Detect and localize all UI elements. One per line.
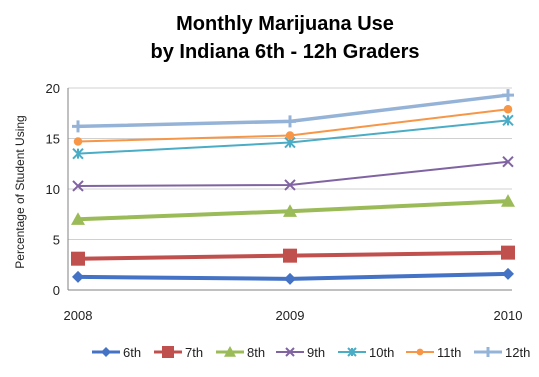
legend-label-6th: 6th bbox=[123, 345, 141, 360]
y-tick-label: 10 bbox=[46, 182, 60, 197]
x-tick-label: 2010 bbox=[494, 308, 523, 323]
data-point-6th-2008 bbox=[72, 270, 84, 283]
chart-title-line-2: by Indiana 6th - 12h Graders bbox=[151, 41, 420, 63]
legend-marker-11th bbox=[416, 348, 424, 356]
data-point-10th-2010 bbox=[502, 114, 514, 127]
legend-label-7th: 7th bbox=[185, 345, 203, 360]
data-point-7th-2009 bbox=[283, 248, 297, 263]
data-point-11th-2009 bbox=[285, 131, 295, 140]
legend-item-10th: 10th bbox=[338, 345, 394, 360]
axis-layer: 0 5 10 15 20 2008 2009 2010 bbox=[46, 81, 523, 323]
legend-label-12th: 12th bbox=[505, 345, 530, 360]
legend-marker-7th bbox=[162, 346, 174, 358]
series-10th bbox=[72, 114, 514, 160]
series-7th bbox=[71, 245, 515, 266]
series-12th bbox=[72, 89, 514, 133]
legend-item-8th: 8th bbox=[216, 345, 265, 360]
data-point-6th-2009 bbox=[284, 272, 296, 285]
data-point-8th-2008 bbox=[71, 212, 85, 225]
legend-item-9th: 9th bbox=[276, 345, 325, 360]
y-tick-label: 5 bbox=[53, 233, 60, 248]
data-point-9th-2008 bbox=[72, 180, 84, 192]
x-tick-label: 2008 bbox=[64, 308, 93, 323]
legend-item-6th: 6th bbox=[92, 345, 141, 360]
x-tick-label: 2009 bbox=[276, 308, 305, 323]
y-tick-label: 15 bbox=[46, 132, 60, 147]
data-point-10th-2008 bbox=[72, 147, 84, 160]
data-point-8th-2010 bbox=[501, 194, 515, 207]
legend-label-11th: 11th bbox=[437, 345, 461, 360]
data-point-12th-2008 bbox=[72, 120, 84, 133]
series-6th bbox=[72, 267, 514, 285]
data-point-11th-2010 bbox=[503, 104, 513, 114]
data-point-11th-2008 bbox=[73, 137, 83, 146]
y-tick-label: 20 bbox=[46, 81, 60, 96]
legend: 6th 7th 8th 9th 10th 11th 12th bbox=[92, 345, 530, 360]
series-layer bbox=[71, 89, 515, 285]
legend-label-10th: 10th bbox=[369, 345, 394, 360]
y-axis-title: Percentage of Student Using bbox=[13, 115, 27, 268]
chart-title-line-1: Monthly Marijuana Use bbox=[176, 13, 394, 35]
legend-marker-10th bbox=[347, 347, 357, 357]
legend-marker-6th bbox=[101, 347, 111, 357]
data-point-8th-2009 bbox=[283, 204, 297, 217]
data-point-12th-2009 bbox=[284, 115, 296, 128]
data-point-9th-2010 bbox=[502, 156, 514, 168]
legend-marker-12th bbox=[483, 347, 493, 357]
series-8th bbox=[71, 194, 515, 225]
legend-item-12th: 12th bbox=[474, 345, 530, 360]
data-point-9th-2009 bbox=[284, 179, 296, 191]
legend-item-11th: 11th bbox=[406, 345, 461, 360]
legend-marker-8th bbox=[224, 346, 236, 357]
series-9th bbox=[72, 156, 514, 192]
legend-label-9th: 9th bbox=[307, 345, 325, 360]
data-point-7th-2008 bbox=[71, 251, 85, 266]
data-point-7th-2010 bbox=[501, 245, 515, 260]
data-point-6th-2010 bbox=[502, 267, 514, 280]
legend-marker-9th bbox=[285, 347, 295, 357]
data-point-12th-2010 bbox=[502, 89, 514, 102]
legend-label-8th: 8th bbox=[247, 345, 265, 360]
legend-item-7th: 7th bbox=[154, 345, 203, 360]
y-tick-label: 0 bbox=[53, 283, 60, 298]
series-11th bbox=[73, 104, 513, 146]
